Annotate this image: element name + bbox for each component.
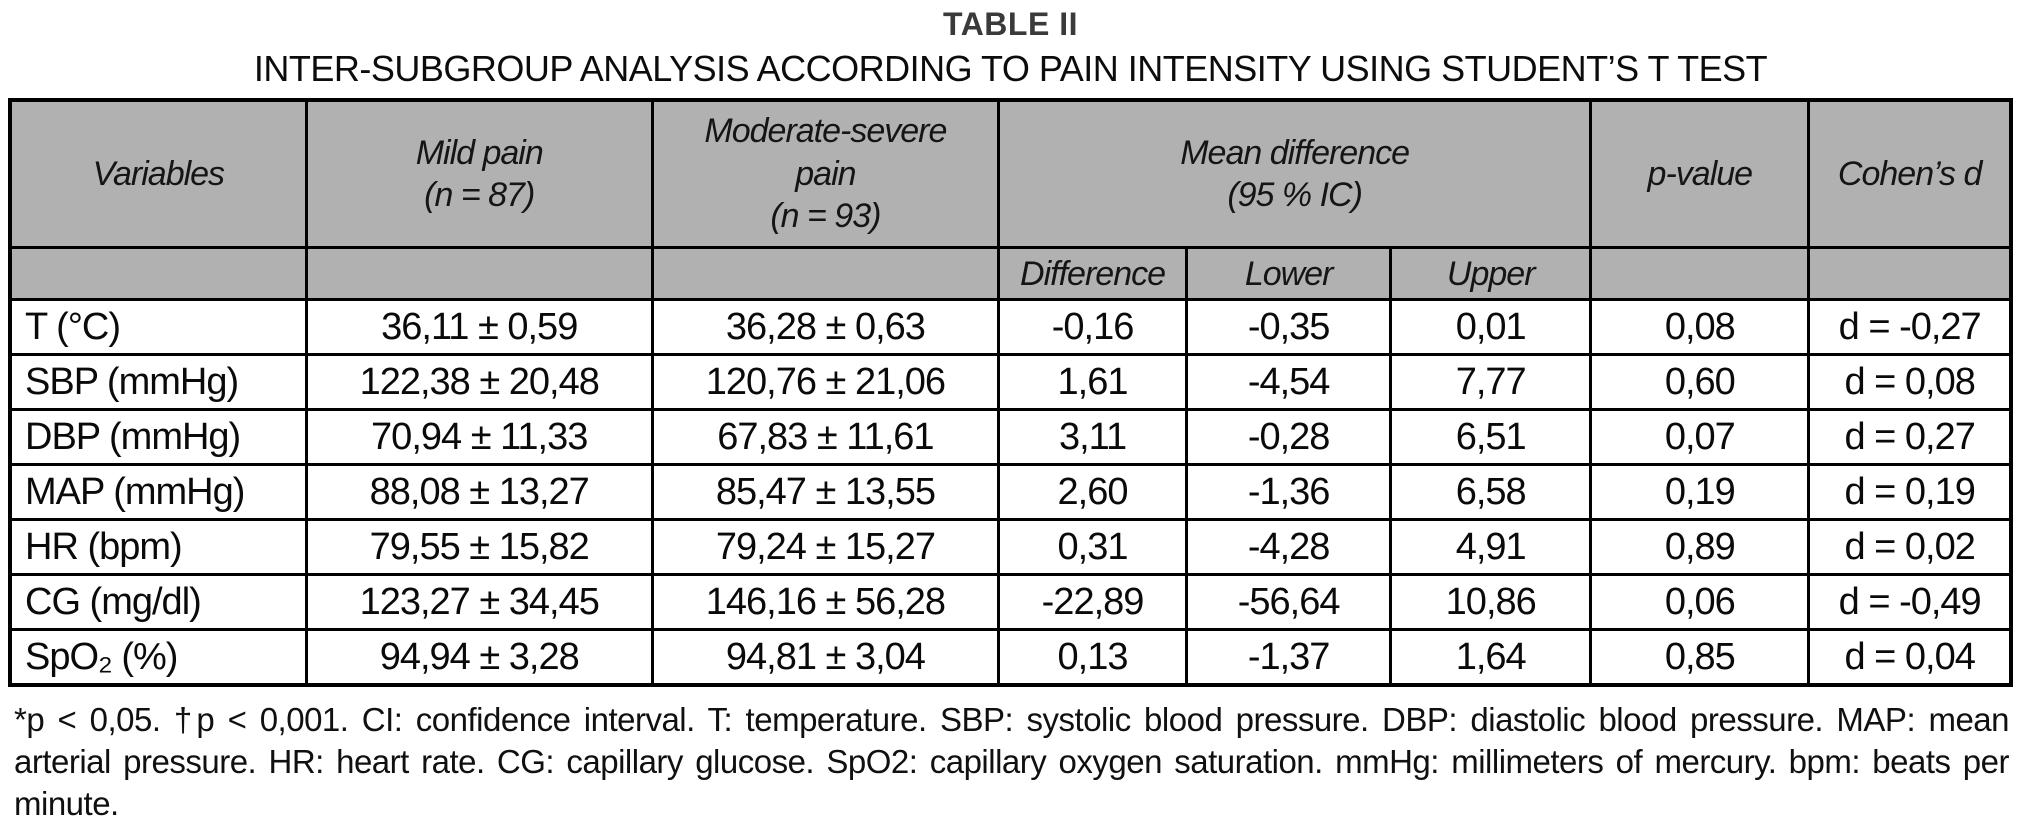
cell-mild: 88,08 ± 13,27 xyxy=(304,463,654,522)
cell-lower: -0,28 xyxy=(1185,408,1393,467)
cell-mild: 122,38 ± 20,48 xyxy=(304,353,654,412)
cell-cohens-d: d = 0,08 xyxy=(1807,353,2013,412)
header-variables: Variables xyxy=(8,98,308,250)
table-footnote: *p < 0,05. †p < 0,001. CI: confidence in… xyxy=(14,700,2010,822)
cell-variable: HR (bpm) xyxy=(8,518,308,577)
table-row: HR (bpm) 79,55 ± 15,82 79,24 ± 15,27 0,3… xyxy=(8,518,2013,577)
table-row: MAP (mmHg) 88,08 ± 13,27 85,47 ± 13,55 2… xyxy=(8,463,2013,522)
table-row: SpO₂ (%) 94,94 ± 3,28 94,81 ± 3,04 0,13 … xyxy=(8,628,2013,687)
cell-p-value: 0,06 xyxy=(1589,573,1811,632)
cell-upper: 10,86 xyxy=(1389,573,1593,632)
table-row: SBP (mmHg) 122,38 ± 20,48 120,76 ± 21,06… xyxy=(8,353,2013,412)
cell-difference: -22,89 xyxy=(996,573,1189,632)
cell-cohens-d: d = 0,27 xyxy=(1807,408,2013,467)
cell-lower: -0,35 xyxy=(1185,298,1393,357)
cell-difference: 1,61 xyxy=(996,353,1189,412)
cell-moderate: 94,81 ± 3,04 xyxy=(650,628,1000,687)
title-block: TABLE II INTER-SUBGROUP ANALYSIS ACCORDI… xyxy=(0,0,2021,89)
subheader-spacer-moderate xyxy=(650,246,1000,302)
cell-variable: SpO₂ (%) xyxy=(8,628,308,687)
cell-variable: MAP (mmHg) xyxy=(8,463,308,522)
subheader-spacer-mild xyxy=(304,246,654,302)
cell-upper: 0,01 xyxy=(1389,298,1593,357)
cell-difference: 0,13 xyxy=(996,628,1189,687)
cell-p-value: 0,19 xyxy=(1589,463,1811,522)
cell-mild: 123,27 ± 34,45 xyxy=(304,573,654,632)
header-moderate-severe-pain: Moderate-severe pain (n = 93) xyxy=(650,98,1000,250)
subheader-difference: Difference xyxy=(996,246,1189,302)
table-row: CG (mg/dl) 123,27 ± 34,45 146,16 ± 56,28… xyxy=(8,573,2013,632)
cell-moderate: 67,83 ± 11,61 xyxy=(650,408,1000,467)
cell-mild: 36,11 ± 0,59 xyxy=(304,298,654,357)
page-title: TABLE II xyxy=(943,6,1078,42)
cell-p-value: 0,60 xyxy=(1589,353,1811,412)
cell-cohens-d: d = 0,19 xyxy=(1807,463,2013,522)
cell-variable: T (°C) xyxy=(8,298,308,357)
cell-lower: -1,36 xyxy=(1185,463,1393,522)
cell-upper: 1,64 xyxy=(1389,628,1593,687)
subheader-lower: Lower xyxy=(1185,246,1393,302)
cell-variable: DBP (mmHg) xyxy=(8,408,308,467)
cell-upper: 6,51 xyxy=(1389,408,1593,467)
cell-moderate: 36,28 ± 0,63 xyxy=(650,298,1000,357)
cell-cohens-d: d = -0,49 xyxy=(1807,573,2013,632)
cell-lower: -4,54 xyxy=(1185,353,1393,412)
header-cohens-d: Cohen’s d xyxy=(1807,98,2013,250)
header-p-value: p-value xyxy=(1589,98,1811,250)
cell-cohens-d: d = -0,27 xyxy=(1807,298,2013,357)
subheader-spacer-cohens-d xyxy=(1807,246,2013,302)
cell-cohens-d: d = 0,04 xyxy=(1807,628,2013,687)
analysis-table: Variables Mild pain (n = 87) Moderate-se… xyxy=(8,97,2013,687)
table-row: T (°C) 36,11 ± 0,59 36,28 ± 0,63 -0,16 -… xyxy=(8,298,2013,357)
cell-p-value: 0,07 xyxy=(1589,408,1811,467)
table-row: DBP (mmHg) 70,94 ± 11,33 67,83 ± 11,61 3… xyxy=(8,408,2013,467)
cell-lower: -1,37 xyxy=(1185,628,1393,687)
cell-moderate: 85,47 ± 13,55 xyxy=(650,463,1000,522)
cell-moderate: 146,16 ± 56,28 xyxy=(650,573,1000,632)
cell-lower: -56,64 xyxy=(1185,573,1393,632)
cell-difference: -0,16 xyxy=(996,298,1189,357)
cell-variable: CG (mg/dl) xyxy=(8,573,308,632)
cell-p-value: 0,85 xyxy=(1589,628,1811,687)
cell-p-value: 0,08 xyxy=(1589,298,1811,357)
cell-mild: 79,55 ± 15,82 xyxy=(304,518,654,577)
cell-mild: 94,94 ± 3,28 xyxy=(304,628,654,687)
subheader-spacer-variables xyxy=(8,246,308,302)
cell-mild: 70,94 ± 11,33 xyxy=(304,408,654,467)
cell-moderate: 120,76 ± 21,06 xyxy=(650,353,1000,412)
cell-upper: 6,58 xyxy=(1389,463,1593,522)
subheader-upper: Upper xyxy=(1389,246,1593,302)
header-mean-difference: Mean difference (95 % IC) xyxy=(996,98,1593,250)
header-row-main: Variables Mild pain (n = 87) Moderate-se… xyxy=(8,98,2013,250)
cell-variable: SBP (mmHg) xyxy=(8,353,308,412)
cell-cohens-d: d = 0,02 xyxy=(1807,518,2013,577)
cell-lower: -4,28 xyxy=(1185,518,1393,577)
cell-p-value: 0,89 xyxy=(1589,518,1811,577)
cell-difference: 2,60 xyxy=(996,463,1189,522)
page-subtitle: INTER-SUBGROUP ANALYSIS ACCORDING TO PAI… xyxy=(253,48,1768,90)
cell-upper: 4,91 xyxy=(1389,518,1593,577)
subheader-spacer-p-value xyxy=(1589,246,1811,302)
header-row-sub: Difference Lower Upper xyxy=(8,246,2013,302)
cell-difference: 3,11 xyxy=(996,408,1189,467)
cell-moderate: 79,24 ± 15,27 xyxy=(650,518,1000,577)
header-mild-pain: Mild pain (n = 87) xyxy=(304,98,654,250)
cell-upper: 7,77 xyxy=(1389,353,1593,412)
cell-difference: 0,31 xyxy=(996,518,1189,577)
